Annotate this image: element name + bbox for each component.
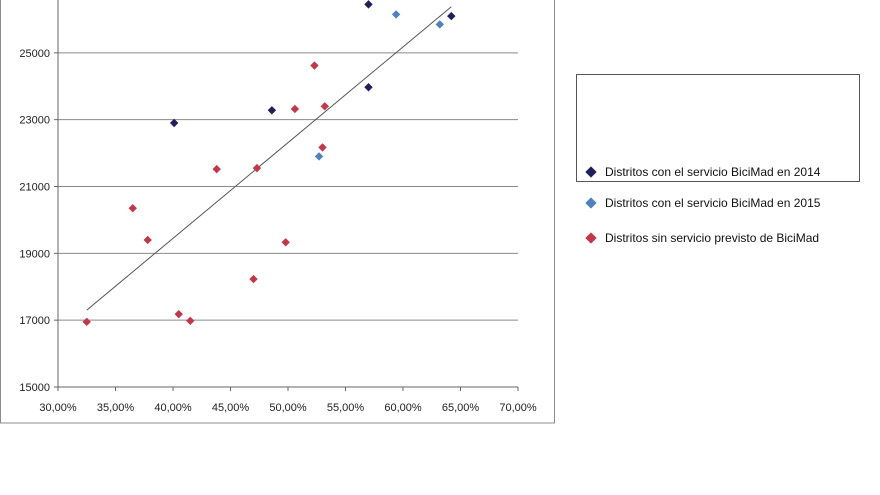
data-point-s1-0 — [314, 152, 324, 161]
data-point-s2-5 — [212, 164, 221, 174]
x-tick-label: 40,00% — [154, 402, 192, 414]
data-point-s2-6 — [249, 274, 258, 284]
data-point-s2-9 — [290, 104, 300, 114]
trendline — [86, 6, 452, 311]
x-tick-label: 30,00% — [39, 402, 77, 414]
chart-border — [0, 0, 555, 424]
data-point-s2-12 — [320, 102, 329, 111]
x-tick-label: 70,00% — [499, 402, 537, 414]
x-tick-label: 65,00% — [442, 402, 480, 414]
data-point-s2-8 — [281, 238, 290, 247]
x-tick-label: 55,00% — [327, 402, 365, 414]
legend-label-2015: Distritos con el servicio BiciMad en 201… — [605, 196, 821, 210]
y-tick-label: 15000 — [19, 382, 50, 394]
y-tick-label: 17000 — [19, 315, 50, 327]
data-point-s0-4 — [447, 11, 456, 21]
data-point-s2-11 — [318, 143, 327, 152]
data-point-s2-2 — [143, 235, 152, 245]
x-tick-label: 60,00% — [384, 402, 422, 414]
y-tick-label: 19000 — [19, 248, 50, 260]
x-tick-label: 45,00% — [212, 402, 250, 414]
x-tick-label: 50,00% — [269, 402, 307, 414]
legend-label-none: Distritos sin servicio previsto de BiciM… — [605, 231, 820, 245]
legend-label-2014: Distritos con el servicio BiciMad en 201… — [605, 165, 821, 179]
y-tick-label: 23000 — [19, 115, 50, 127]
data-point-s1-1 — [391, 10, 401, 19]
y-tick-label: 21000 — [19, 182, 50, 194]
legend-marker-none — [585, 232, 597, 244]
y-tick-label: 25000 — [19, 48, 50, 60]
legend-item-none: Distritos sin servicio previsto de BiciM… — [585, 228, 819, 248]
data-point-s2-1 — [128, 204, 137, 213]
data-point-s0-1 — [267, 106, 277, 115]
data-point-s2-0 — [82, 317, 91, 327]
legend-marker-2015 — [585, 197, 597, 209]
data-point-s2-10 — [310, 61, 319, 70]
data-point-s1-2 — [435, 20, 444, 29]
legend-marker-2014 — [585, 166, 597, 178]
chart-area: 15000 17000 19000 21000 23000 25000 30,00% 35,0… — [0, 0, 555, 424]
data-point-s2-7 — [252, 163, 262, 173]
legend-item-2014: Distritos con el servicio BiciMad en 201… — [585, 162, 820, 182]
chart-legend: Distritos con el servicio BiciMad en 201… — [576, 74, 860, 245]
x-tick-label: 35,00% — [97, 402, 135, 414]
data-point-s0-2 — [364, 0, 373, 9]
data-point-s2-3 — [174, 309, 183, 319]
data-point-s2-4 — [186, 316, 195, 326]
data-point-s0-0 — [169, 118, 179, 128]
legend-item-2015: Distritos con el servicio BiciMad en 201… — [585, 193, 820, 213]
data-point-s0-3 — [364, 83, 373, 92]
